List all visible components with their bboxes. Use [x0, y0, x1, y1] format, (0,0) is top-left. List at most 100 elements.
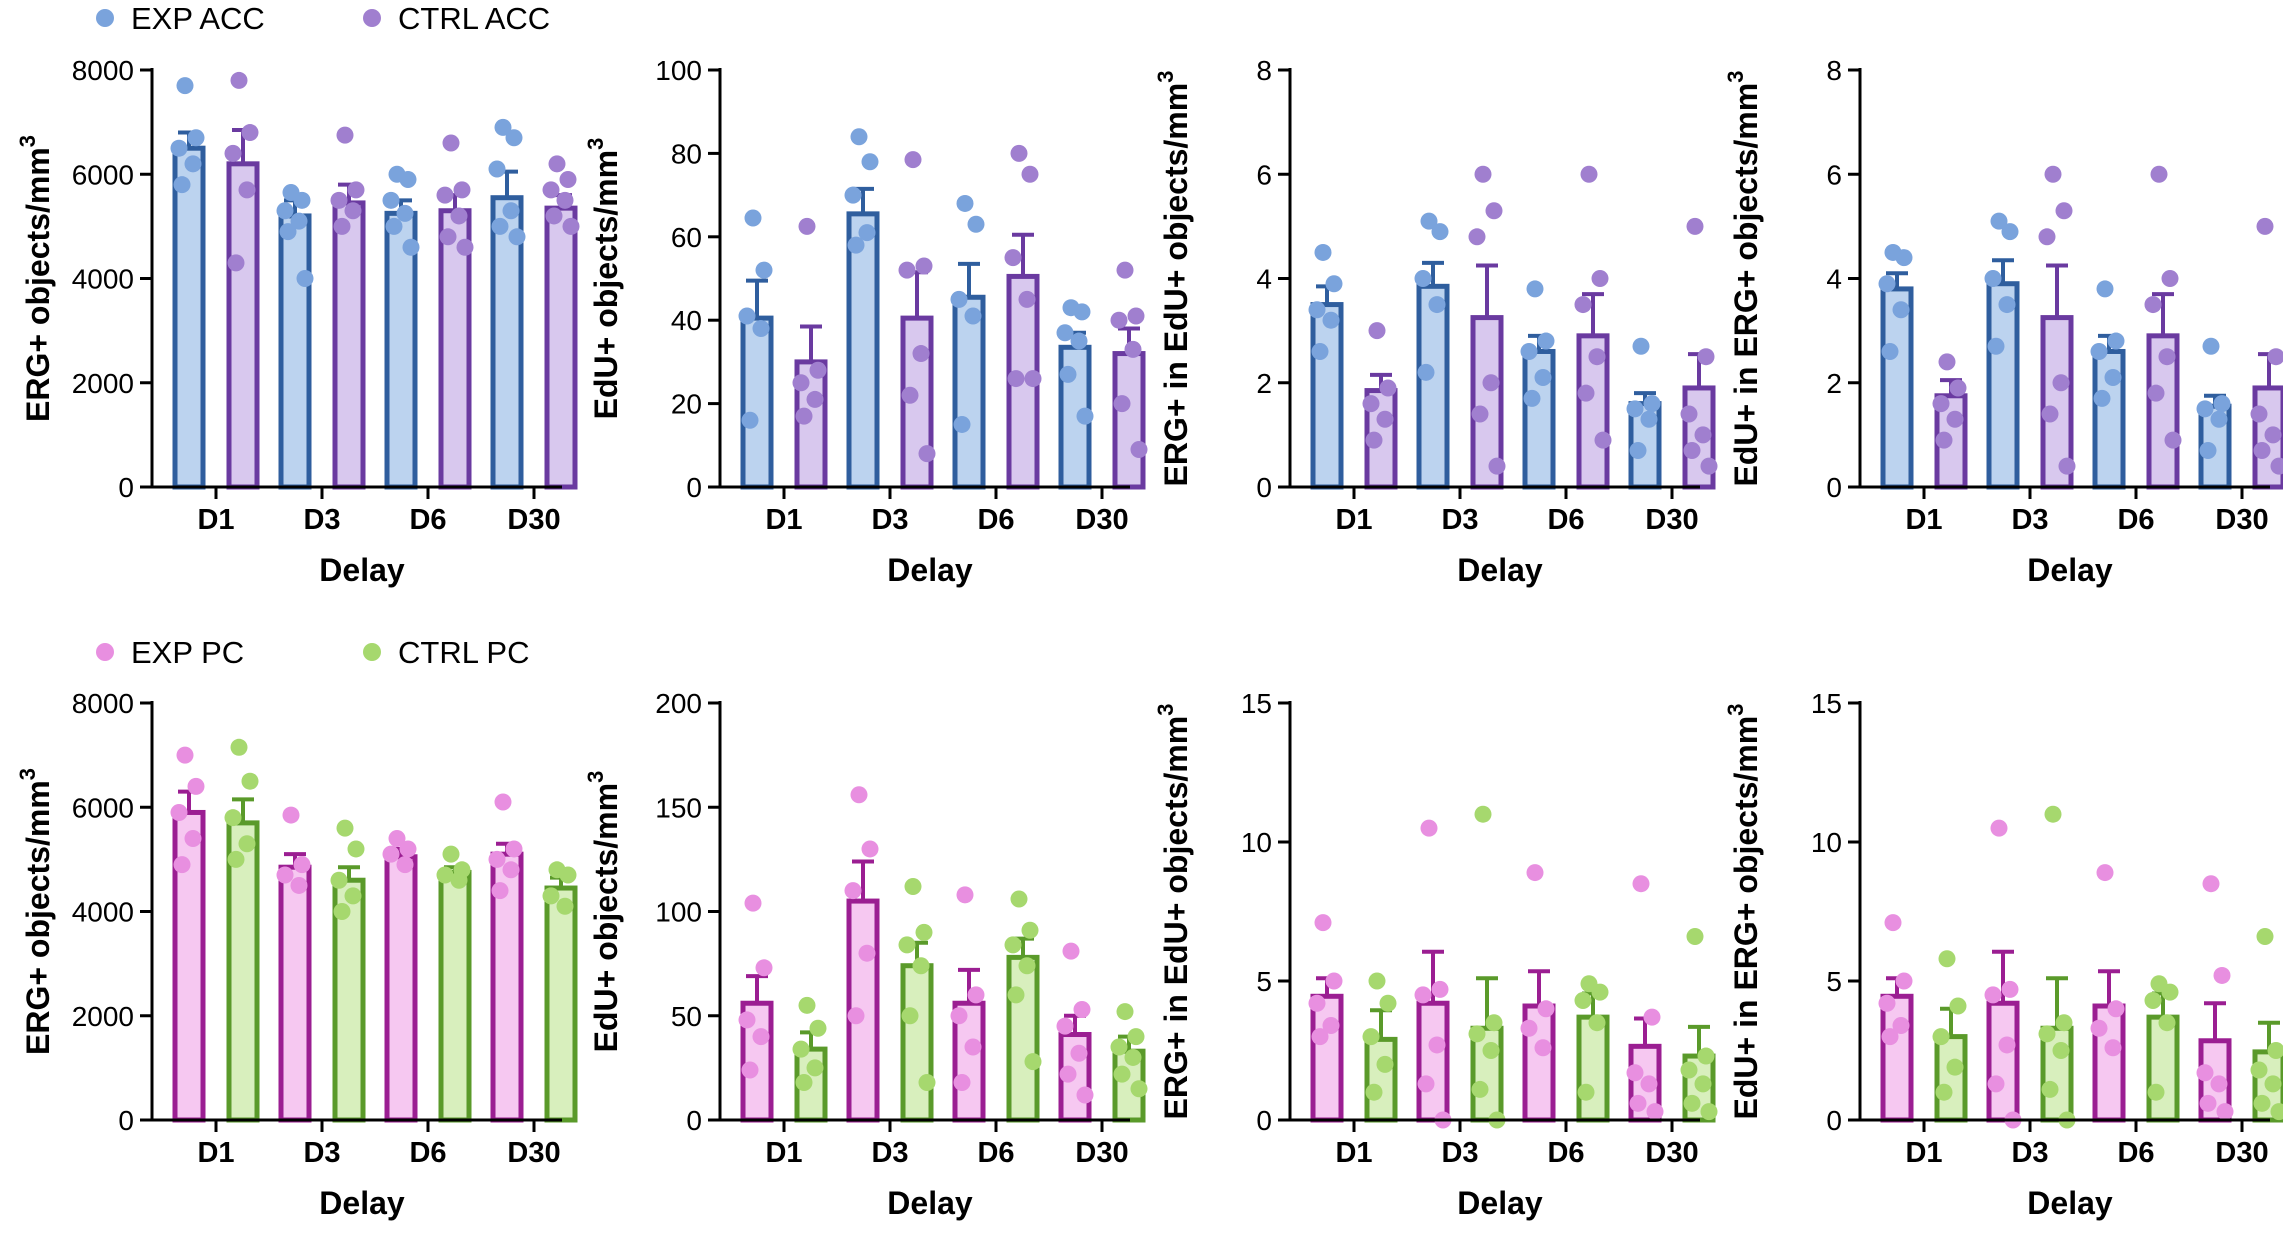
data-point: [2144, 991, 2162, 1009]
data-point: [1362, 1028, 1380, 1046]
data-point: [858, 224, 876, 242]
data-point: [1646, 1103, 1664, 1121]
bar: [544, 205, 578, 490]
data-point: [347, 840, 365, 858]
bar: [1416, 1000, 1450, 1123]
data-point: [1311, 1028, 1329, 1046]
x-tick-label: D3: [2011, 504, 2048, 536]
data-point: [1325, 972, 1343, 990]
data-point: [187, 777, 205, 795]
chart-2: 0 20 40 60 80 100 D1 D3 D6 D30 Delay EdU+ objects/m…: [583, 55, 1148, 588]
x-tick-label: D6: [409, 504, 446, 536]
data-point: [1534, 1039, 1552, 1057]
data-point: [2044, 165, 2062, 183]
y-tick-label: 6: [1826, 159, 1842, 190]
x-tick-label: D6: [2117, 504, 2154, 536]
data-point: [1024, 1053, 1042, 1071]
data-point: [230, 738, 248, 756]
bar: [278, 864, 312, 1123]
data-point: [1062, 942, 1080, 960]
data-point: [1881, 1028, 1899, 1046]
chart-8: 0 5 10 15 D1 D3 D6 D30 Delay EdU+ in ERG+ objects…: [1723, 688, 2283, 1221]
data-point: [2250, 405, 2268, 423]
data-point: [279, 223, 297, 241]
bar: [1880, 993, 1914, 1123]
data-point: [1056, 324, 1074, 342]
data-point: [505, 840, 523, 858]
data-point: [344, 202, 362, 220]
data-point: [901, 386, 919, 404]
data-point: [2161, 270, 2179, 287]
y-tick-label: 2: [1256, 368, 1272, 399]
x-tick-label: D3: [1441, 1137, 1478, 1169]
data-point: [1362, 395, 1380, 413]
data-point: [2256, 928, 2274, 946]
data-point: [741, 411, 759, 429]
data-point: [1059, 1065, 1077, 1083]
data-point: [2253, 1094, 2271, 1112]
data-point: [1471, 1080, 1489, 1098]
y-tick-label: 6000: [72, 159, 134, 190]
data-point: [1485, 1014, 1503, 1032]
data-point: [1004, 249, 1022, 267]
data-point: [1574, 296, 1592, 314]
data-point: [396, 856, 414, 874]
data-point: [1379, 994, 1397, 1012]
data-point: [861, 153, 879, 171]
data-point: [2213, 395, 2231, 413]
data-point: [1523, 389, 1541, 407]
y-tick-label: 6: [1256, 159, 1272, 190]
data-point: [1468, 228, 1486, 246]
data-point: [456, 238, 474, 256]
data-point: [439, 228, 457, 246]
data-point: [1632, 875, 1650, 893]
data-point: [847, 1007, 865, 1025]
x-tick-label: D30: [2215, 504, 2268, 536]
data-point: [2196, 1064, 2214, 1082]
data-point: [1987, 337, 2005, 355]
data-point: [491, 882, 509, 900]
data-point: [738, 307, 756, 325]
data-point: [545, 207, 563, 225]
data-point: [964, 1038, 982, 1056]
x-tick-label: D6: [1547, 504, 1584, 536]
data-point: [1110, 1038, 1128, 1056]
data-point: [1076, 407, 1094, 425]
x-tick-label: D1: [1335, 1137, 1372, 1169]
data-point: [1694, 426, 1712, 444]
data-point: [176, 746, 194, 764]
data-point: [1946, 410, 1964, 428]
data-point: [2161, 983, 2179, 1001]
data-point: [1322, 1016, 1340, 1034]
data-point: [844, 882, 862, 900]
data-point: [1113, 395, 1131, 413]
data-point: [752, 1028, 770, 1046]
bar: [1934, 1034, 1968, 1123]
data-point: [844, 186, 862, 204]
data-point: [1932, 395, 1950, 413]
data-point: [1949, 379, 1967, 397]
data-point: [399, 170, 417, 188]
x-tick-label: D1: [1905, 1137, 1942, 1169]
data-point: [1643, 1008, 1661, 1026]
y-tick-label: 10: [1811, 827, 1842, 858]
data-point: [2055, 202, 2073, 220]
data-point: [1629, 442, 1647, 460]
data-point: [1700, 457, 1718, 475]
data-point: [1935, 1083, 1953, 1101]
bar: [226, 820, 260, 1123]
data-point: [1365, 1083, 1383, 1101]
chart-3: 0 2 4 6 8 D1 D3 D6 D30 Delay ERG+ in EdU+ objects/…: [1153, 55, 1718, 588]
bar: [2146, 1014, 2180, 1123]
y-tick-label: 0: [1826, 472, 1842, 503]
data-point: [1892, 1016, 1910, 1034]
y-axis-title: EdU+ in ERG+ objects/mm3: [1723, 704, 1764, 1120]
data-point: [559, 170, 577, 188]
data-point: [1070, 332, 1088, 350]
data-point: [738, 1011, 756, 1029]
data-point: [1700, 1103, 1718, 1121]
data-point: [1895, 249, 1913, 267]
data-point: [1537, 332, 1555, 350]
y-tick-label: 0: [686, 472, 702, 503]
data-point: [173, 176, 191, 194]
